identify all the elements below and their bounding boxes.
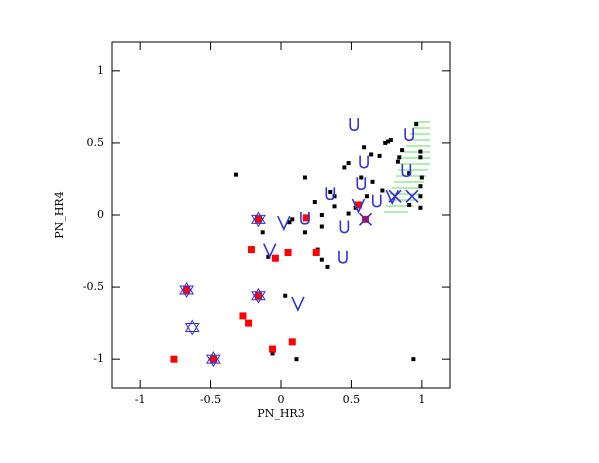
point xyxy=(260,230,265,235)
point xyxy=(312,248,320,256)
point xyxy=(312,200,317,205)
point xyxy=(358,212,373,226)
point xyxy=(405,189,419,203)
x-tick-label: 0.5 xyxy=(343,393,361,406)
point xyxy=(245,319,253,327)
point xyxy=(371,194,382,208)
point xyxy=(300,211,310,225)
point xyxy=(359,175,364,180)
point xyxy=(206,351,221,368)
point xyxy=(359,155,369,169)
x-tick-label: 0 xyxy=(278,393,285,406)
x-tick-label: 1 xyxy=(418,393,425,406)
point xyxy=(284,248,292,256)
point xyxy=(271,254,279,262)
point xyxy=(354,201,362,209)
point xyxy=(418,205,423,210)
point xyxy=(251,211,266,228)
point xyxy=(183,286,191,294)
point xyxy=(356,177,367,191)
point xyxy=(239,312,247,320)
point xyxy=(342,165,347,170)
point xyxy=(419,175,424,180)
point xyxy=(254,215,262,223)
point xyxy=(319,213,324,217)
point xyxy=(414,122,419,127)
y-tick-label: -1 xyxy=(93,352,104,365)
point xyxy=(328,189,333,194)
point xyxy=(418,155,423,160)
point xyxy=(339,220,350,234)
point xyxy=(418,194,423,199)
point xyxy=(325,264,330,269)
y-axis-label: PN_HR4 xyxy=(53,191,66,238)
point xyxy=(418,184,423,189)
point xyxy=(184,319,200,336)
point xyxy=(369,152,374,157)
point xyxy=(377,153,382,158)
point xyxy=(233,172,238,177)
point xyxy=(404,128,414,142)
point xyxy=(269,345,277,353)
point xyxy=(251,287,266,304)
point xyxy=(349,118,360,131)
x-axis-label: PN_HR3 xyxy=(257,407,304,420)
y-tick-label: 0 xyxy=(97,208,104,221)
point xyxy=(209,355,217,363)
point xyxy=(270,351,275,356)
point xyxy=(266,254,271,259)
point xyxy=(388,138,393,143)
point xyxy=(380,188,385,193)
point xyxy=(370,179,375,184)
point xyxy=(288,338,296,346)
point xyxy=(351,198,366,214)
x-tick-label: -0.5 xyxy=(200,393,221,406)
point xyxy=(287,220,292,225)
point xyxy=(283,293,288,298)
point xyxy=(364,194,369,199)
point xyxy=(325,187,336,201)
point xyxy=(319,224,324,229)
point xyxy=(386,139,391,144)
point xyxy=(302,175,307,180)
point xyxy=(247,246,255,254)
point xyxy=(302,214,310,222)
y-tick-label: 0.5 xyxy=(87,136,105,149)
x-tick-label: -1 xyxy=(135,393,146,406)
y-tick-label: 1 xyxy=(97,64,104,77)
point xyxy=(338,250,348,264)
point xyxy=(346,211,351,216)
point xyxy=(294,357,299,362)
point xyxy=(290,217,295,222)
point xyxy=(277,215,291,232)
point xyxy=(401,164,412,178)
point xyxy=(254,292,262,300)
point xyxy=(319,257,324,262)
point xyxy=(263,243,277,259)
point xyxy=(407,171,412,176)
point xyxy=(383,140,388,145)
point xyxy=(179,281,195,298)
point xyxy=(407,202,412,207)
point xyxy=(332,204,337,209)
point xyxy=(346,161,351,166)
point xyxy=(388,189,402,203)
plot-frame xyxy=(111,41,451,389)
y-tick-label: -0.5 xyxy=(83,280,104,293)
point xyxy=(302,230,307,235)
point xyxy=(170,355,178,363)
point xyxy=(397,155,402,160)
point xyxy=(418,149,423,154)
point xyxy=(291,296,305,312)
point xyxy=(400,148,405,153)
point xyxy=(395,159,400,164)
point xyxy=(362,145,367,150)
point xyxy=(411,357,416,362)
